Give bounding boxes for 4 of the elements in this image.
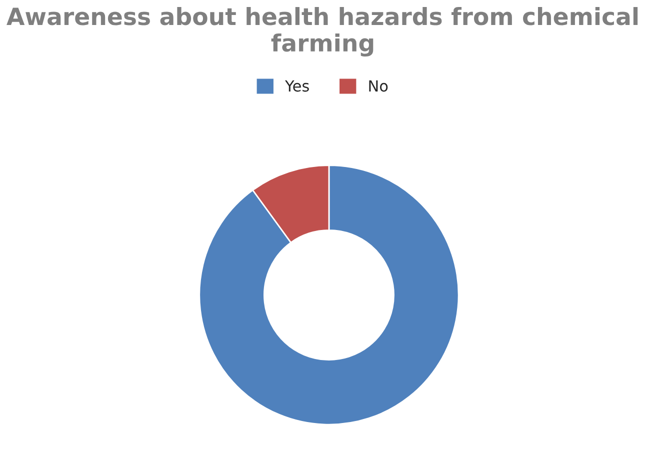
chart-title: Awareness about health hazards from chemical farming [6,7,638,57]
legend-label: Yes [284,80,309,92]
legend-label: No [369,80,388,92]
donut-slice [198,164,460,426]
